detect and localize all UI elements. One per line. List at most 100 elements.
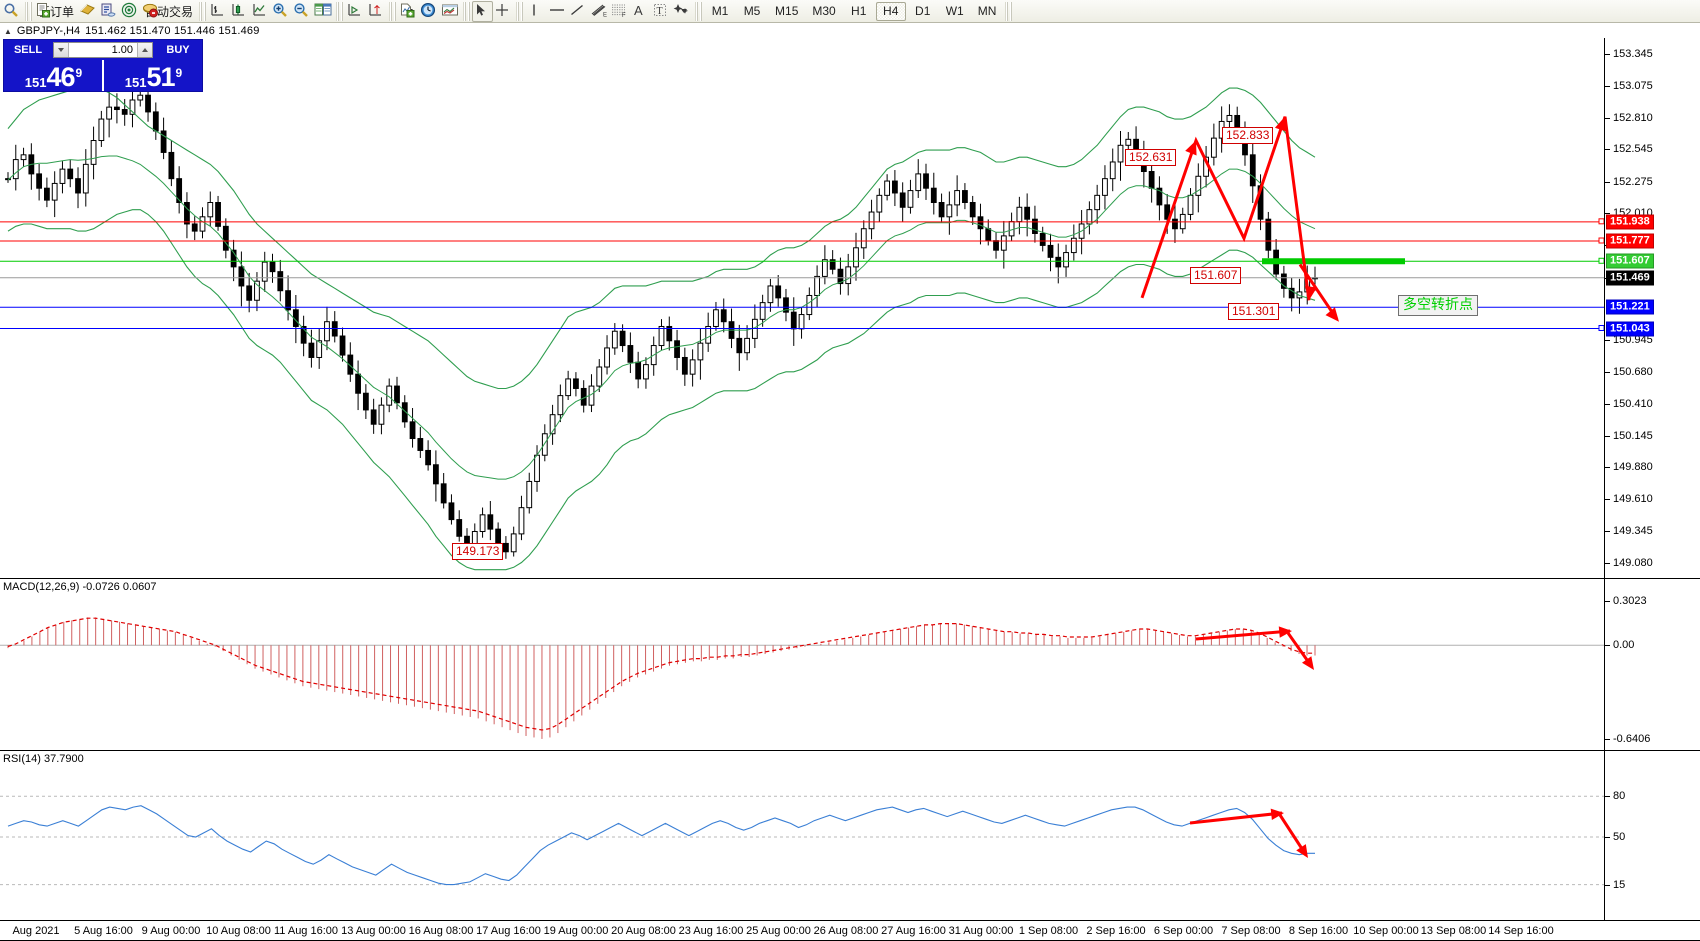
signals-icon[interactable] <box>120 1 141 22</box>
candlestick-chart-icon[interactable] <box>229 1 250 22</box>
zoom-in-icon[interactable] <box>271 1 292 22</box>
price-tag-152833[interactable]: 152.833 <box>1222 127 1274 144</box>
auto-scroll-icon[interactable] <box>345 1 366 22</box>
time-tick: 6 Sep 00:00 <box>1153 925 1214 937</box>
time-tick: 10 Aug 08:00 <box>206 925 271 937</box>
volume-decrement-button[interactable] <box>54 43 69 57</box>
trend-reversal-note[interactable]: 多空转折点 <box>1398 295 1478 316</box>
new-order-button[interactable]: 新订单 <box>34 1 78 22</box>
fibonacci-icon[interactable]: F <box>609 1 630 22</box>
period-clock-icon[interactable] <box>419 1 440 22</box>
collapse-icon[interactable]: ▲ <box>4 26 12 36</box>
indicators-icon[interactable] <box>398 1 419 22</box>
buy-button[interactable]: BUY <box>166 44 190 56</box>
price-tick: 152.810 <box>1605 111 1653 124</box>
timeframe-w1[interactable]: W1 <box>945 4 964 18</box>
symbol-name: GBPJPY-,H4 <box>16 25 81 37</box>
bid-quote[interactable]: 151 46 9 <box>4 60 102 91</box>
price-tag-151607[interactable]: 151.607 <box>1190 267 1242 284</box>
timeframe-m15[interactable]: M15 <box>775 4 799 18</box>
svg-text:F: F <box>622 13 626 19</box>
toolbar-separator <box>25 1 32 21</box>
macd-tick: -0.6406 <box>1604 733 1651 745</box>
price-pane[interactable]: 152.631 152.833 151.607 151.301 149.173 多空转折点… <box>0 38 1700 578</box>
one-click-trading-panel[interactable]: SELL 1.00 BUY 151 46 9 151 51 9 <box>3 39 203 92</box>
volume-stepper[interactable]: 1.00 <box>53 42 153 58</box>
price-label-resistance-line[interactable]: 151.777 <box>1606 233 1654 249</box>
timeframe-mn[interactable]: MN <box>977 4 997 18</box>
price-tick: 149.345 <box>1605 524 1653 537</box>
time-tick: 1 Sep 08:00 <box>1018 925 1079 937</box>
time-tick: 23 Aug 16:00 <box>678 925 744 937</box>
price-tick: 153.075 <box>1605 80 1653 93</box>
macd-axis-divider <box>1604 579 1605 750</box>
rsi-axis-divider <box>1604 751 1605 920</box>
trendline-icon[interactable] <box>567 1 588 22</box>
bar-chart-icon[interactable] <box>208 1 229 22</box>
volume-increment-button[interactable] <box>137 43 152 57</box>
timeframe-group: M1 M5 M15 M30 H1 H4 D1 W1 MN <box>704 1 1003 21</box>
rsi-axis: 80 50 15 <box>1604 751 1700 920</box>
time-tick: 2 Sep 16:00 <box>1086 925 1146 937</box>
time-tick: 11 Aug 16:00 <box>273 925 339 937</box>
price-tick: 150.945 <box>1605 334 1653 347</box>
sell-button[interactable]: SELL <box>13 44 43 56</box>
ask-quote[interactable]: 151 51 9 <box>102 60 202 91</box>
templates-icon[interactable] <box>440 1 461 22</box>
time-tick: 26 Aug 08:00 <box>813 925 879 937</box>
text-label-icon[interactable]: A <box>630 1 651 22</box>
price-label-last-price[interactable]: 151.469 <box>1606 270 1654 286</box>
timeframe-m5[interactable]: M5 <box>743 4 761 18</box>
rsi-pane[interactable]: RSI(14) 37.7900 80 50 15 <box>0 750 1700 920</box>
toolbar-separator <box>516 1 524 21</box>
time-tick: Aug 2021 <box>12 925 60 937</box>
price-label-resistance-line[interactable]: 151.938 <box>1606 214 1654 230</box>
vertical-line-icon[interactable] <box>525 1 546 22</box>
toolbar-separator <box>389 1 397 21</box>
ask-whole: 151 <box>124 75 147 90</box>
expert-advisor-icon[interactable] <box>78 1 99 22</box>
price-label-support-line[interactable]: 151.221 <box>1606 299 1654 315</box>
rsi-tick: 15 <box>1604 878 1626 891</box>
svg-text:T: T <box>657 6 663 17</box>
rsi-tick: 50 <box>1604 831 1626 843</box>
price-axis: 153.345 153.075 152.810 152.545 152.275 152.0… <box>1605 38 1700 578</box>
price-label-support-line[interactable]: 151.607 <box>1606 253 1654 269</box>
timeframe-m1[interactable]: M1 <box>711 4 729 18</box>
price-tag-149173[interactable]: 149.173 <box>452 543 504 560</box>
price-tick: 149.610 <box>1605 493 1653 506</box>
line-chart-icon[interactable] <box>250 1 271 22</box>
one-click-top-row: SELL 1.00 BUY <box>4 40 202 60</box>
horizontal-line-icon[interactable] <box>546 1 567 22</box>
equidistant-channel-icon[interactable]: E <box>588 1 609 22</box>
shapes-icon[interactable] <box>672 1 693 22</box>
time-tick: 9 Aug 00:00 <box>141 925 201 937</box>
one-click-quotes: 151 46 9 151 51 9 <box>4 60 202 91</box>
time-tick: 10 Sep 00:00 <box>1353 925 1419 937</box>
zoom-out-icon[interactable] <box>292 1 313 22</box>
navigator-icon[interactable] <box>99 1 120 22</box>
toolbar-separator <box>199 1 207 21</box>
autotrade-button[interactable]: 自动交易 <box>141 1 197 22</box>
main-toolbar: 新订单 自动交易 <box>0 0 1700 23</box>
macd-pane[interactable]: MACD(12,26,9) -0.0726 0.0607 0.3023 0.00 -… <box>0 578 1700 750</box>
price-tag-151301[interactable]: 151.301 <box>1228 303 1280 320</box>
chart-area[interactable]: 152.631 152.833 151.607 151.301 149.173 多空转折点… <box>0 38 1700 941</box>
crosshair-icon[interactable] <box>493 1 514 22</box>
timeframe-h1[interactable]: H1 <box>851 4 867 18</box>
timeframe-h4[interactable]: H4 <box>875 1 906 21</box>
macd-axis: 0.3023 0.00 -0.6406 <box>1604 579 1700 750</box>
search-icon[interactable] <box>2 1 23 22</box>
timeframe-d1[interactable]: D1 <box>915 4 931 18</box>
toolbar-separator <box>1005 1 1013 21</box>
time-tick: 20 Aug 08:00 <box>611 925 676 937</box>
timeframe-m30[interactable]: M30 <box>812 4 836 18</box>
price-label-support-line[interactable]: 151.043 <box>1606 321 1654 336</box>
price-tag-152631[interactable]: 152.631 <box>1125 149 1177 166</box>
chart-shift-icon[interactable] <box>366 1 387 22</box>
text-box-icon[interactable]: T <box>651 1 672 22</box>
data-window-icon[interactable] <box>313 1 334 22</box>
cursor-icon[interactable] <box>472 0 494 22</box>
volume-value[interactable]: 1.00 <box>111 44 133 56</box>
